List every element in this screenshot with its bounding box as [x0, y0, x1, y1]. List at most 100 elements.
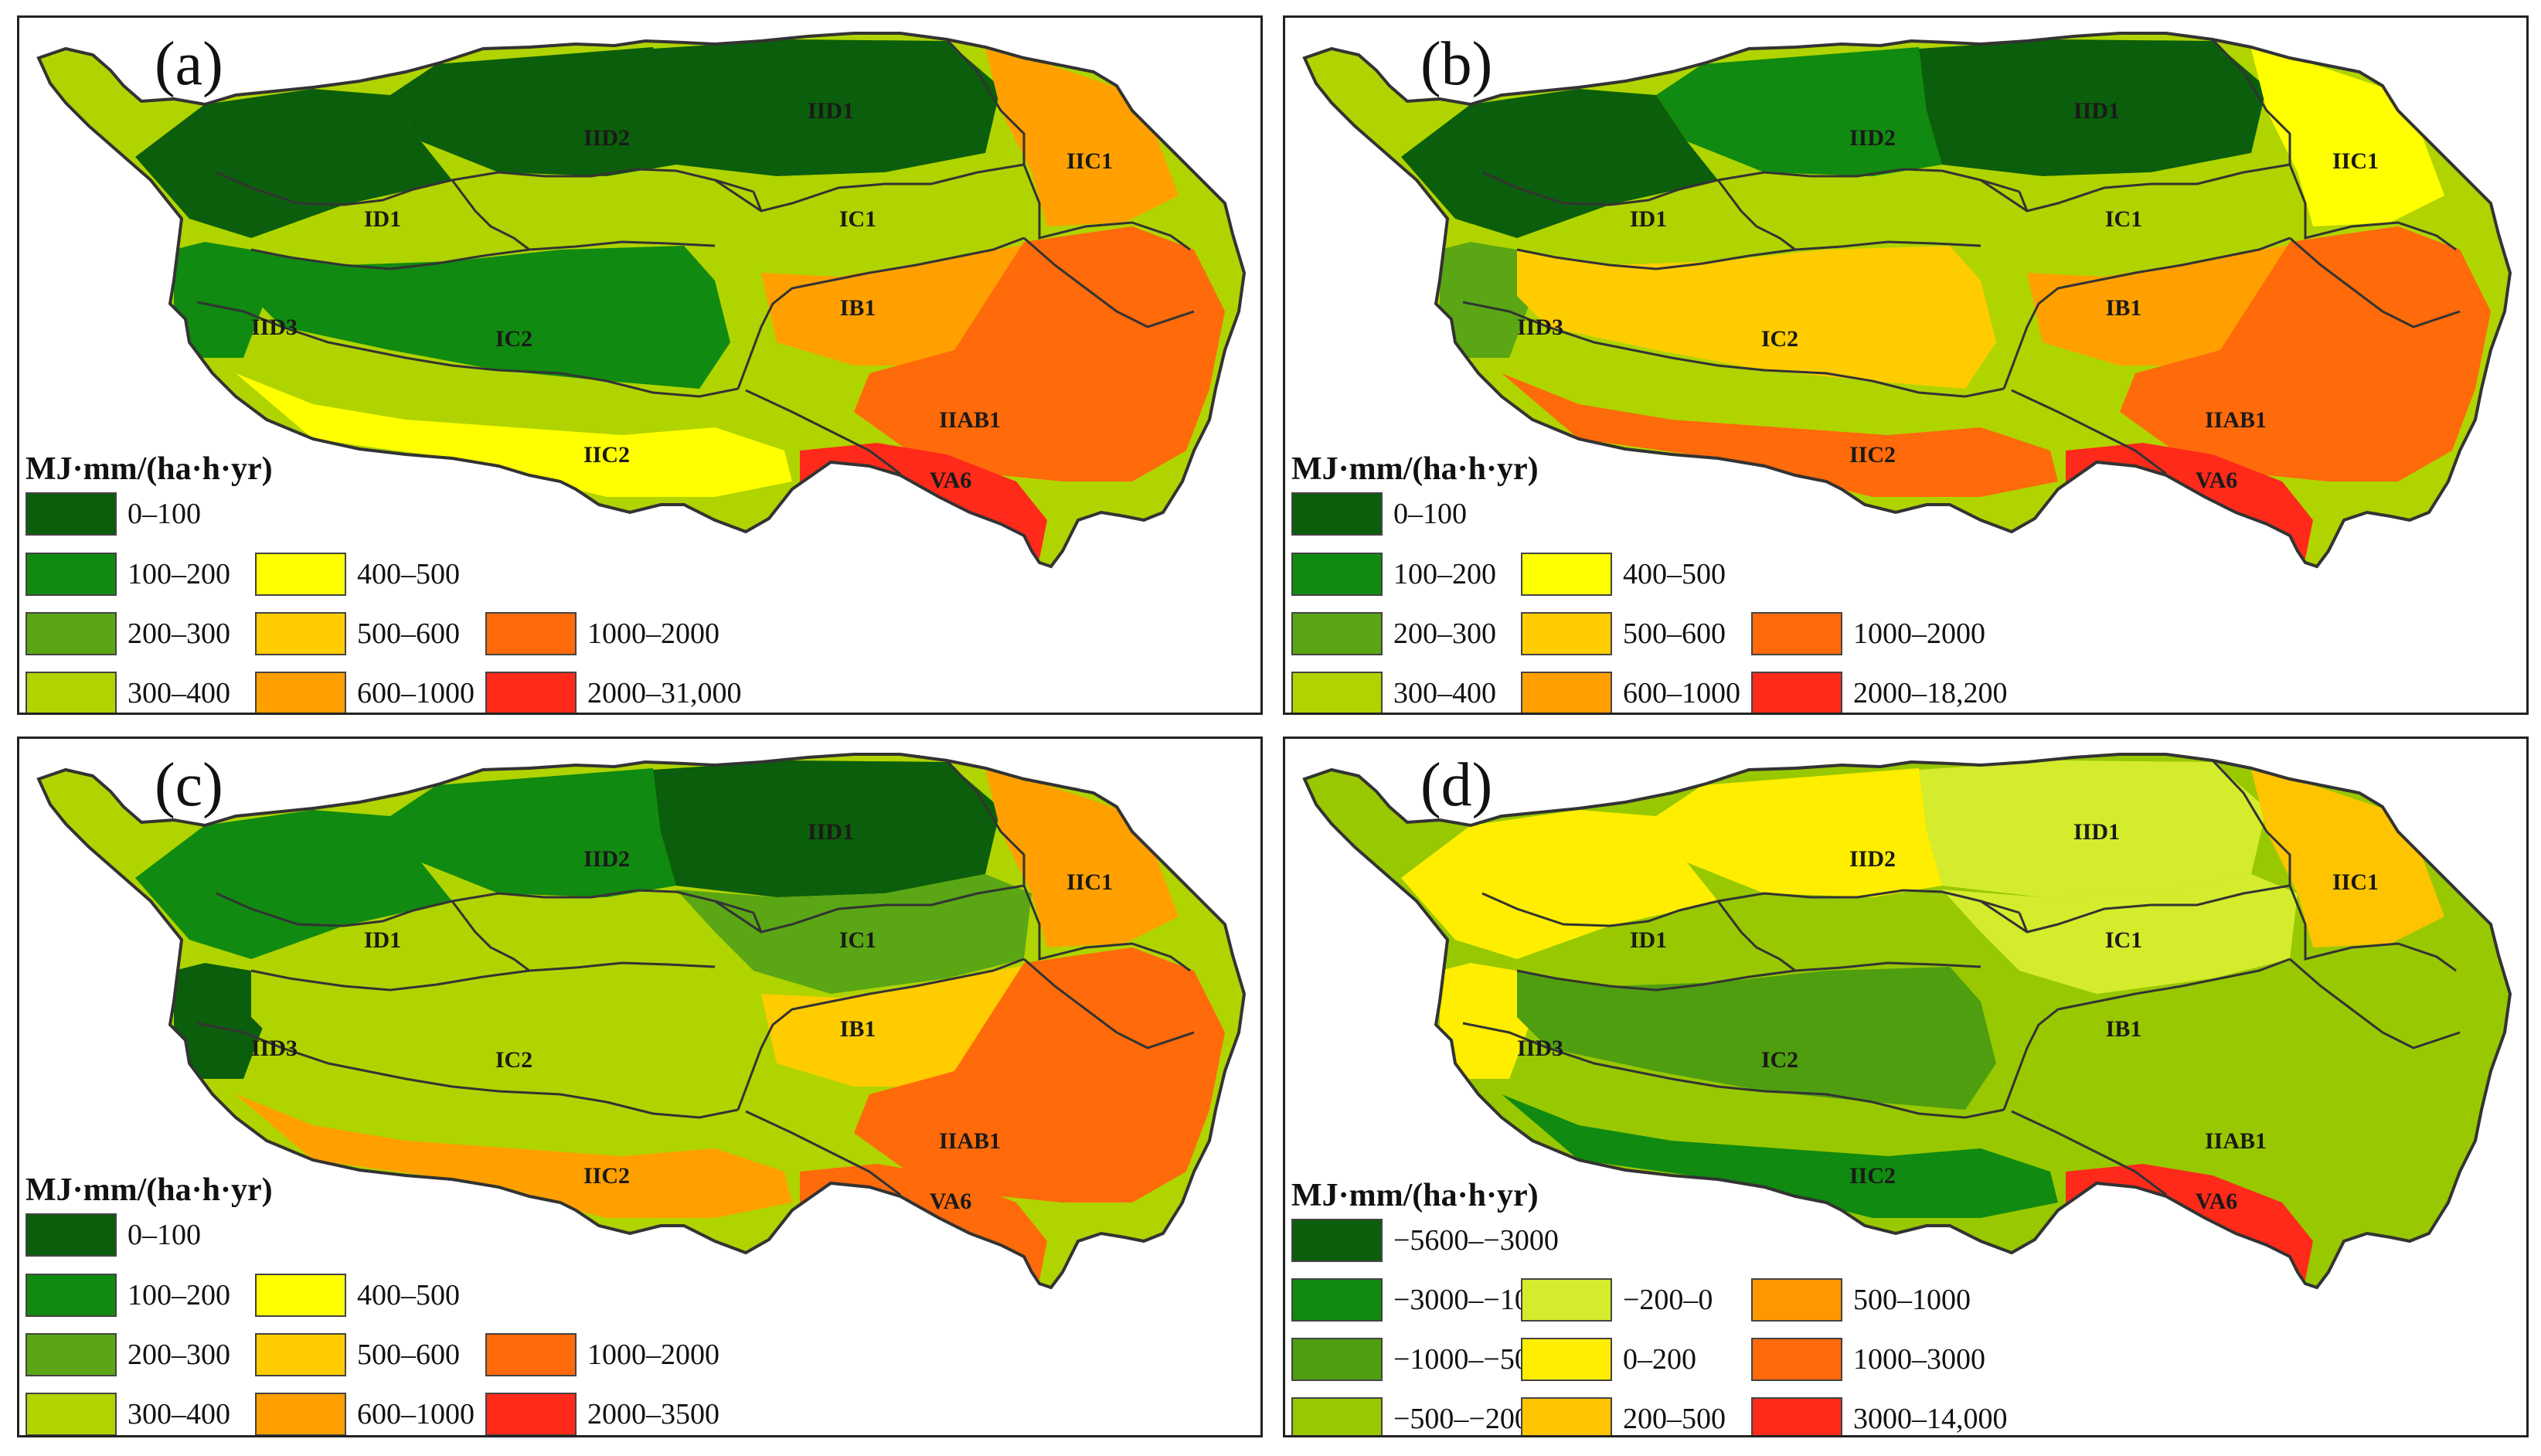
region-label-ic1: IC1 [2105, 927, 2142, 953]
region-label-va6: VA6 [2196, 1189, 2237, 1214]
region-boundary-line [745, 1110, 901, 1196]
region-boundary-line [2289, 958, 2461, 1049]
legend-swatch [485, 672, 577, 713]
region-label-iiab1: IIAB1 [939, 407, 1001, 433]
legend-swatch [1291, 553, 1383, 596]
region-label-iid3: IID3 [251, 1036, 298, 1061]
legend-swatch [1291, 1397, 1383, 1435]
region-fill-id1 [135, 89, 452, 238]
legend-swatch [1751, 1278, 1842, 1322]
legend-item: 200–300 [1291, 611, 1496, 656]
region-boundary-line [752, 912, 763, 933]
legend-swatch [26, 1333, 117, 1376]
legend-item: 1000–3000 [1751, 1337, 1985, 1382]
region-boundary-line [451, 179, 530, 251]
region-fill-iic2 [236, 373, 792, 497]
region-boundary-line [752, 191, 763, 212]
region-boundary-line [945, 38, 1026, 165]
legend-swatch [1521, 1397, 1612, 1435]
region-label-iid3: IID3 [1517, 315, 1563, 340]
region-fill-iiab1 [854, 947, 1225, 1203]
region-boundary-line [250, 240, 716, 270]
region-fill-ic2 [1517, 967, 1996, 1110]
legend-label: 3000–14,000 [1853, 1403, 2008, 1435]
region-boundary-line [714, 163, 1025, 213]
region-label-iic2: IIC2 [583, 442, 630, 468]
panel-d: IID1 IID2 IIC1 ID1 IC1 IB1 IID3 IC2 IIAB1 IIC2 VA6… [1283, 737, 2529, 1437]
legend-label: 600–1000 [1623, 677, 1740, 709]
region-label-iic2: IIC2 [583, 1163, 630, 1189]
legend-label: 200–300 [1393, 617, 1496, 650]
tibetan-plateau-map: IID1 IID2 IIC1 ID1 IC1 IB1 IID3 IC2 IIAB1 IIC2 VA6 [1302, 32, 2512, 569]
region-fill-id1 [1401, 810, 1718, 959]
legend-item: 2000–31,000 [485, 671, 742, 713]
panel-c: IID1 IID2 IIC1 ID1 IC1 IB1 IID3 IC2 IIAB1 IIC2 VA6… [17, 737, 1263, 1437]
region-label-iiab1: IIAB1 [2205, 407, 2267, 433]
legend-swatch [255, 1333, 346, 1376]
region-label-ic1: IC1 [839, 927, 876, 953]
region-fill-iic2 [1502, 373, 2058, 497]
legend-item: 300–400 [26, 1392, 230, 1435]
region-fill-iic2 [1502, 1094, 2058, 1218]
region-fill-ic1 [676, 153, 1032, 273]
region-boundary-line [745, 389, 901, 475]
region-label-va6: VA6 [930, 468, 971, 493]
legend-swatch [1291, 1219, 1383, 1262]
region-boundary-line [1462, 1022, 2005, 1119]
panel-a: IID1 IID2 IIC1 ID1 IC1 IB1 IID3 IC2 IIAB1 IIC2 VA6… [17, 15, 1263, 715]
legend-swatch [255, 1393, 346, 1435]
legend-item: −500–−200 [1291, 1396, 1529, 1435]
legend-item: −200–0 [1521, 1277, 1713, 1322]
region-boundary-line [196, 301, 739, 398]
legend-swatch [1521, 1338, 1612, 1381]
legend-item: 3000–14,000 [1751, 1396, 2008, 1435]
legend-label: 500–1000 [1853, 1284, 1971, 1316]
legend-title: MJ·mm/(ha·h·yr) [26, 1172, 273, 1208]
region-fill-iid3 [1440, 242, 1532, 358]
legend-swatch [255, 553, 346, 596]
region-boundary-line [2002, 958, 2291, 1111]
legend-label: 100–200 [128, 1279, 230, 1311]
region-fill-iiab1 [854, 226, 1225, 481]
region-boundary-line [2002, 236, 2291, 390]
region-boundary-line [1462, 301, 2005, 398]
region-label-va6: VA6 [930, 1189, 971, 1214]
legend-swatch [1291, 612, 1383, 655]
region-fill-ic2 [1517, 246, 1996, 389]
legend-swatch [1751, 612, 1842, 655]
region-boundary-line [714, 884, 1025, 934]
region-label-ib1: IB1 [840, 1016, 876, 1042]
region-fill-iic1 [985, 49, 1179, 226]
region-fill-iid1 [638, 39, 1001, 176]
tibetan-plateau-map: IID1 IID2 IIC1 ID1 IC1 IB1 IID3 IC2 IIAB1 IIC2 VA6 [36, 32, 1247, 569]
region-boundary-line [1481, 889, 2020, 927]
plateau-outline [36, 32, 1247, 569]
legend-swatch [1291, 1278, 1383, 1322]
legend-swatch [26, 1274, 117, 1317]
legend-item: 100–200 [26, 1273, 230, 1318]
tibetan-plateau-map: IID1 IID2 IIC1 ID1 IC1 IB1 IID3 IC2 IIAB1 IIC2 VA6 [1302, 753, 2512, 1290]
region-boundary-line [945, 759, 1026, 886]
legend-item: 0–100 [26, 492, 201, 536]
legend-item: −1000–−500 [1291, 1337, 1544, 1382]
region-boundary-line [1022, 164, 1191, 251]
region-fill-iid3 [174, 963, 267, 1079]
legend-label: 0–100 [1393, 498, 1467, 530]
region-label-ic1: IC1 [2105, 206, 2142, 232]
region-boundary-line [736, 958, 1025, 1111]
region-fill-iid1 [1903, 760, 2267, 897]
region-boundary-line [1022, 885, 1191, 972]
legend-swatch [255, 1274, 346, 1317]
legend-label: 0–100 [128, 1219, 201, 1251]
legend-item: 2000–18,200 [1751, 671, 2008, 713]
region-fill-ic1 [1942, 874, 2298, 994]
legend-swatch [1291, 492, 1383, 536]
region-label-iic2: IIC2 [1849, 1163, 1896, 1189]
legend-item: 300–400 [26, 671, 230, 713]
region-fill-iid2 [390, 47, 676, 176]
region-fill-id1 [135, 810, 452, 959]
legend-item: 600–1000 [255, 1392, 475, 1435]
legend-label: 1000–2000 [587, 1339, 719, 1371]
legend-swatch [1751, 1338, 1842, 1381]
plateau-outline [1302, 32, 2512, 569]
